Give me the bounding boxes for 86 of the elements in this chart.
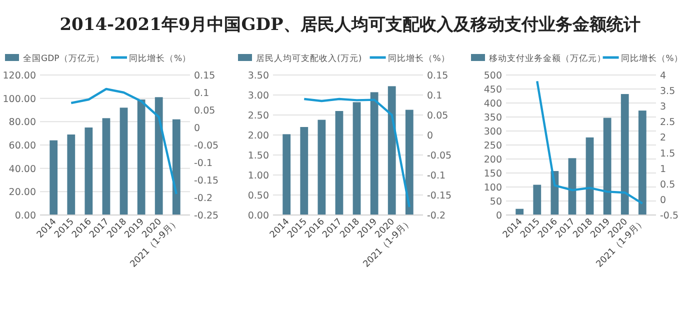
line-series (70, 88, 178, 196)
y2-tick-label: 2.5 (660, 117, 676, 128)
y-tick-label: 20.00 (8, 187, 36, 198)
y2-tick-label: -0.1 (194, 158, 213, 169)
bar (620, 94, 629, 215)
y2-tick-label: 0.05 (427, 110, 448, 122)
legend-label: 移动支付业务金额（万亿元） (489, 53, 606, 64)
y2-tick-label: 0.5 (660, 179, 676, 190)
y2-tick-label: -0.5 (660, 210, 679, 222)
y-tick-label: 0.50 (248, 190, 269, 202)
y-tick-label: 60.00 (8, 140, 36, 152)
bar (638, 110, 646, 215)
y-tick-label: 1.00 (248, 170, 269, 182)
y-tick-label: 3.50 (248, 70, 269, 82)
line-series (536, 80, 644, 205)
bar (370, 92, 378, 215)
bar (352, 102, 361, 215)
y2-tick-label: -0.2 (427, 210, 446, 222)
legend-label: 同比增长（%） (129, 53, 192, 64)
y2-tick-label: -0.2 (194, 193, 213, 204)
bar (516, 208, 524, 215)
y-tick-label: 3.00 (248, 90, 269, 102)
bar (335, 111, 344, 215)
y-tick-label: 120.00 (2, 70, 36, 82)
y-tick-label: 150 (484, 168, 502, 180)
y2-tick-label: 1.5 (660, 148, 676, 160)
y-tick-label: 80.00 (8, 117, 36, 128)
bar (137, 100, 146, 215)
y2-tick-label: 0 (427, 130, 434, 142)
y-tick-label: 250 (484, 140, 502, 152)
legend-label: 同比增长（%） (620, 53, 683, 64)
bar (405, 110, 414, 215)
y2-tick-label: -0.15 (427, 190, 452, 202)
y-tick-label: 0 (496, 210, 502, 222)
y-tick-label: 40.00 (8, 164, 36, 175)
bar (533, 184, 542, 215)
legend-label: 同比增长（%） (388, 53, 450, 64)
y-tick-label: 350 (484, 112, 502, 124)
y2-tick-label: -0.25 (194, 210, 219, 222)
legend-label: 居民人均可支配收入(万元) (256, 53, 362, 64)
y-tick-label: 2.50 (248, 110, 269, 122)
y2-tick-label: -0.15 (194, 176, 219, 186)
bar (388, 86, 396, 215)
y2-tick-label: 0 (660, 194, 666, 206)
y-tick-label: 50 (490, 196, 502, 208)
y2-tick-label: 0.05 (194, 106, 216, 116)
y2-tick-label: 0.1 (427, 90, 442, 102)
y2-tick-label: 0.15 (194, 70, 216, 82)
y2-tick-label: -0.1 (427, 170, 446, 182)
bar (102, 118, 110, 215)
y2-tick-label: 0.1 (194, 88, 210, 99)
y2-tick-label: 0.15 (427, 70, 448, 82)
y2-tick-label: 4 (660, 70, 666, 82)
y2-tick-label: -0.05 (194, 140, 219, 152)
y-tick-label: 100 (484, 182, 502, 194)
y-tick-label: 300 (484, 126, 502, 138)
bar (318, 120, 326, 215)
bar (172, 119, 180, 215)
y-tick-label: 0.00 (248, 210, 269, 222)
bar (154, 97, 163, 215)
y2-tick-label: 0 (194, 123, 200, 134)
bar (84, 128, 93, 215)
bar (603, 118, 612, 215)
y2-tick-label: 3.5 (660, 86, 676, 98)
text: 2014-2021年9月中国GDP、居民人均可支配收入及移动支付业务金额统计 (60, 15, 640, 35)
bar (586, 137, 594, 215)
y-tick-label: 0.00 (14, 210, 36, 222)
y-tick-label: 450 (484, 84, 502, 96)
y-tick-label: 500 (484, 70, 502, 82)
y-tick-label: 200 (484, 154, 502, 166)
y2-tick-label: 1 (660, 164, 666, 175)
bar (568, 158, 576, 215)
bar (300, 127, 308, 215)
bar (67, 134, 76, 215)
y-tick-label: 100.00 (2, 94, 36, 105)
y-tick-label: 2.00 (248, 130, 269, 142)
y2-tick-label: 2 (660, 132, 666, 144)
bar (120, 108, 128, 215)
y-tick-label: 1.50 (248, 150, 269, 162)
legend-label: 全国GDP（万亿元） (23, 53, 104, 64)
y2-tick-label: -0.05 (427, 150, 452, 162)
y2-tick-label: 3 (660, 102, 666, 113)
bar (282, 134, 291, 215)
bar (50, 140, 58, 215)
y-tick-label: 400 (484, 98, 502, 110)
line-series (303, 98, 411, 208)
